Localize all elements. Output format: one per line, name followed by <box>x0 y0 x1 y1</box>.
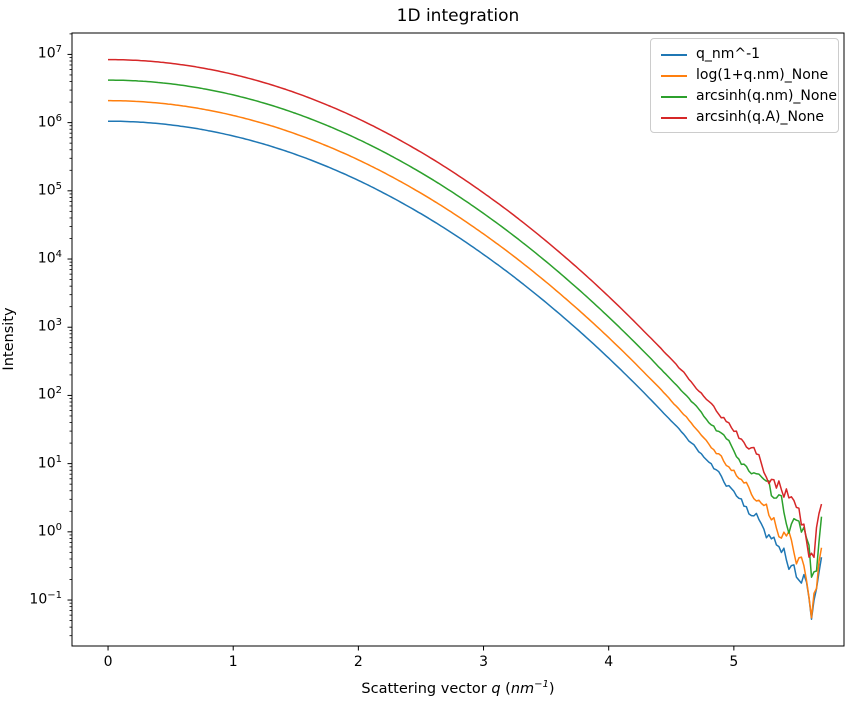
legend-item: q_nm^-1 <box>651 44 838 65</box>
legend-label: log(1+q.nm)_None <box>696 67 829 83</box>
x-axis-label-part: q <box>491 680 501 697</box>
y-tick-label: 107 <box>37 44 62 63</box>
y-tick-label: 106 <box>37 112 62 131</box>
y-tick-label: 101 <box>37 453 62 472</box>
y-tick-label: 10−1 <box>29 590 62 608</box>
x-axis-label: Scattering vector q (nm−1) <box>72 679 844 697</box>
legend-swatch <box>661 74 687 77</box>
legend: q_nm^-1 log(1+q.nm)_None arcsinh(q.nm)_Non… <box>650 38 839 133</box>
x-axis-label-part: Scattering vector <box>361 680 492 697</box>
axes-spines <box>71 32 845 647</box>
y-tick-label: 104 <box>37 249 62 267</box>
curve-arcsinh(q.nm)_None <box>108 79 823 578</box>
curve-log(1+q.nm)_None <box>108 99 823 619</box>
legend-swatch <box>661 95 687 98</box>
legend-label: q_nm^-1 <box>696 46 761 62</box>
y-tick-label: 103 <box>37 317 62 335</box>
legend-swatch <box>661 116 687 119</box>
x-tick-label: 5 <box>729 654 739 670</box>
legend-item: arcsinh(q.nm)_None <box>651 86 838 107</box>
x-tick-label: 0 <box>103 654 113 670</box>
curve-q_nm^-1 <box>108 120 823 620</box>
curve-arcsinh(q.A)_None <box>108 58 823 559</box>
legend-label: arcsinh(q.nm)_None <box>696 88 837 104</box>
y-tick-label: 102 <box>37 385 62 404</box>
x-axis-label-part: ) <box>548 680 555 697</box>
legend-swatch <box>661 53 687 56</box>
y-tick-label: 105 <box>37 180 62 199</box>
legend-item: arcsinh(q.A)_None <box>651 107 838 128</box>
x-tick-label: 1 <box>228 654 238 670</box>
x-tick-label: 2 <box>353 654 363 670</box>
legend-item: log(1+q.nm)_None <box>651 65 838 86</box>
x-axis-label-part: nm <box>510 680 535 697</box>
x-axis-label-part: −1 <box>534 679 549 690</box>
chart-title: 1D integration <box>396 6 520 26</box>
legend-label: arcsinh(q.A)_None <box>696 109 825 125</box>
x-tick-label: 3 <box>479 654 488 670</box>
x-axis-label-part: ( <box>500 680 511 697</box>
y-tick-label: 100 <box>37 521 62 540</box>
x-tick-label: 4 <box>604 654 614 670</box>
